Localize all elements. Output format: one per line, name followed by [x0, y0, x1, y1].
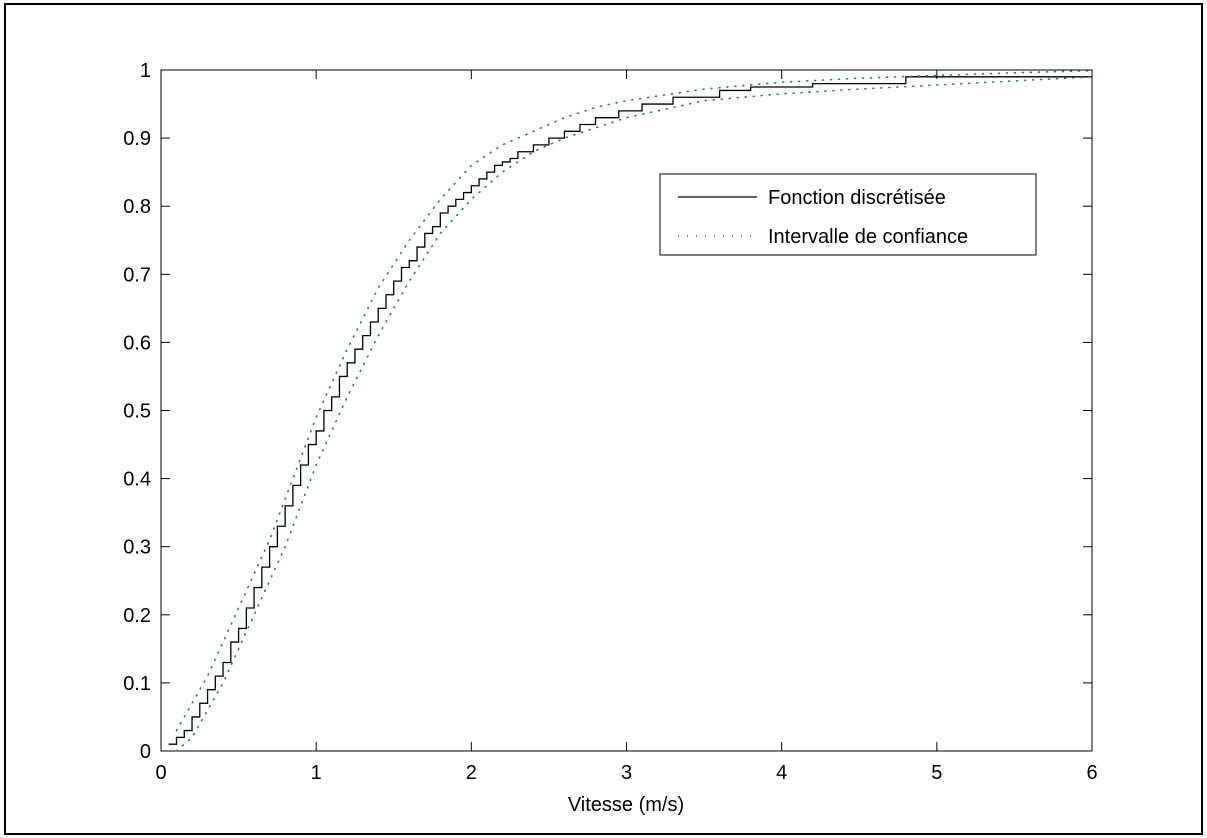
y-tick-label: 0.8	[123, 196, 151, 218]
y-tick-label: 0.1	[123, 673, 151, 695]
series-layer	[168, 69, 1093, 752]
x-tick-label: 3	[621, 762, 632, 784]
x-tick-label: 5	[931, 762, 942, 784]
y-tick-label: 0.5	[123, 401, 151, 423]
y-tick-label: 0.3	[123, 537, 151, 559]
y-tick-label: 0.9	[123, 128, 151, 150]
x-tick-label: 0	[155, 762, 166, 784]
x-axis-label: Vitesse (m/s)	[568, 794, 684, 816]
legend: Fonction discrétisée Intervalle de confi…	[659, 173, 1037, 256]
y-tick-label: 0.7	[123, 264, 151, 286]
legend-box	[659, 173, 1037, 256]
y-tick-label: 0.4	[123, 469, 151, 491]
x-tick-label: 4	[776, 762, 787, 784]
legend-label-curve: Fonction discrétisée	[768, 187, 946, 209]
y-tick-label: 0.6	[123, 332, 151, 354]
series-discretized-function	[168, 76, 1092, 745]
axes-layer: 0 1 2 3 4 5 6 0 0.1 0.2 0.3 0.4 0.5 0.6 0.7 0.8 0.9 1	[123, 60, 1097, 784]
y-tick-label: 1	[140, 60, 151, 82]
y-tick-label: 0	[140, 741, 151, 763]
plot-box	[160, 69, 1093, 752]
plot-area	[160, 69, 1093, 752]
y-tick-label: 0.2	[123, 605, 151, 627]
x-tick-label: 6	[1086, 762, 1097, 784]
legend-label-interval: Intervalle de confiance	[768, 226, 968, 248]
x-tick-label: 1	[311, 762, 322, 784]
series-confidence-lower	[175, 76, 1093, 752]
series-confidence-upper	[175, 69, 1093, 732]
x-tick-label: 2	[466, 762, 477, 784]
